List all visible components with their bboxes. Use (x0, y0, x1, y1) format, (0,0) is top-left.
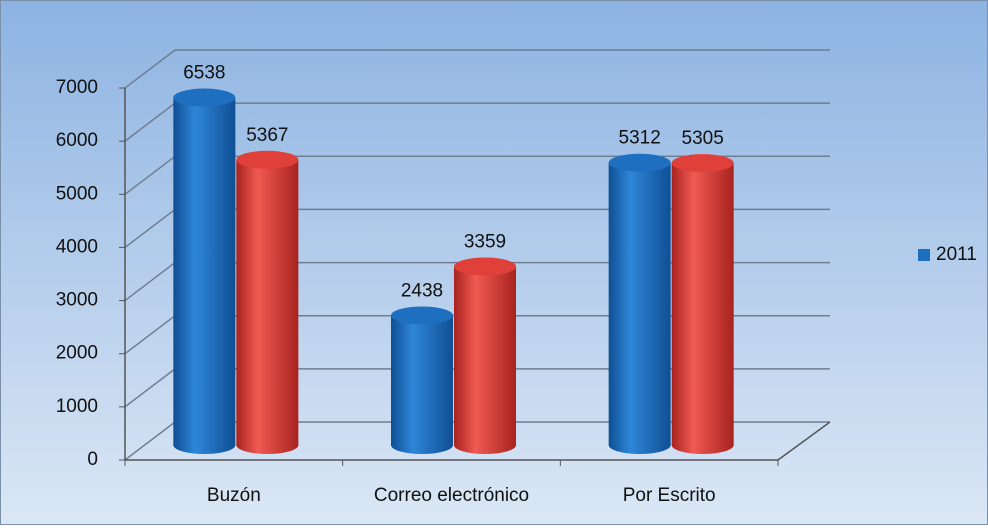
data-label: 5305 (682, 128, 724, 149)
bar (236, 159, 299, 445)
grid-line (124, 208, 176, 249)
y-tick-label: 5000 (56, 183, 98, 204)
x-tick-label: Por Escrito (623, 485, 716, 506)
y-tick-label: 1000 (56, 396, 98, 417)
bar-top (454, 257, 516, 276)
bar-top (608, 153, 671, 172)
data-label: 6538 (183, 63, 225, 84)
y-tick-label: 7000 (56, 77, 98, 98)
bar (608, 162, 671, 445)
data-label: 5367 (246, 125, 288, 146)
bar-top (236, 150, 299, 169)
floor-edge (777, 421, 831, 461)
bar (173, 97, 236, 445)
data-label: 5312 (619, 128, 661, 149)
grid-line (124, 102, 176, 142)
grid-line (124, 49, 176, 89)
grid-line (124, 261, 176, 302)
bar (671, 163, 734, 445)
bar-top (671, 154, 734, 173)
x-tick-label: Buzón (207, 485, 261, 506)
bar-top (391, 306, 453, 325)
y-tick-label: 3000 (56, 290, 98, 311)
grid-line (124, 155, 176, 195)
y-tick-label: 4000 (56, 236, 98, 257)
bar (391, 315, 453, 445)
grid-line (124, 421, 176, 461)
x-tick-label: Correo electrónico (374, 485, 529, 506)
y-tick-label: 6000 (56, 130, 98, 151)
data-label: 3359 (464, 232, 506, 253)
legend-swatch (918, 249, 930, 261)
data-label: 2438 (401, 280, 443, 301)
grid-line (124, 315, 176, 355)
bar (454, 266, 516, 445)
y-tick-label: 2000 (56, 343, 98, 364)
bar-top (173, 88, 236, 107)
y-tick-label: 0 (87, 449, 98, 470)
legend-label: 2011 (936, 244, 977, 265)
grid-line (124, 368, 176, 408)
